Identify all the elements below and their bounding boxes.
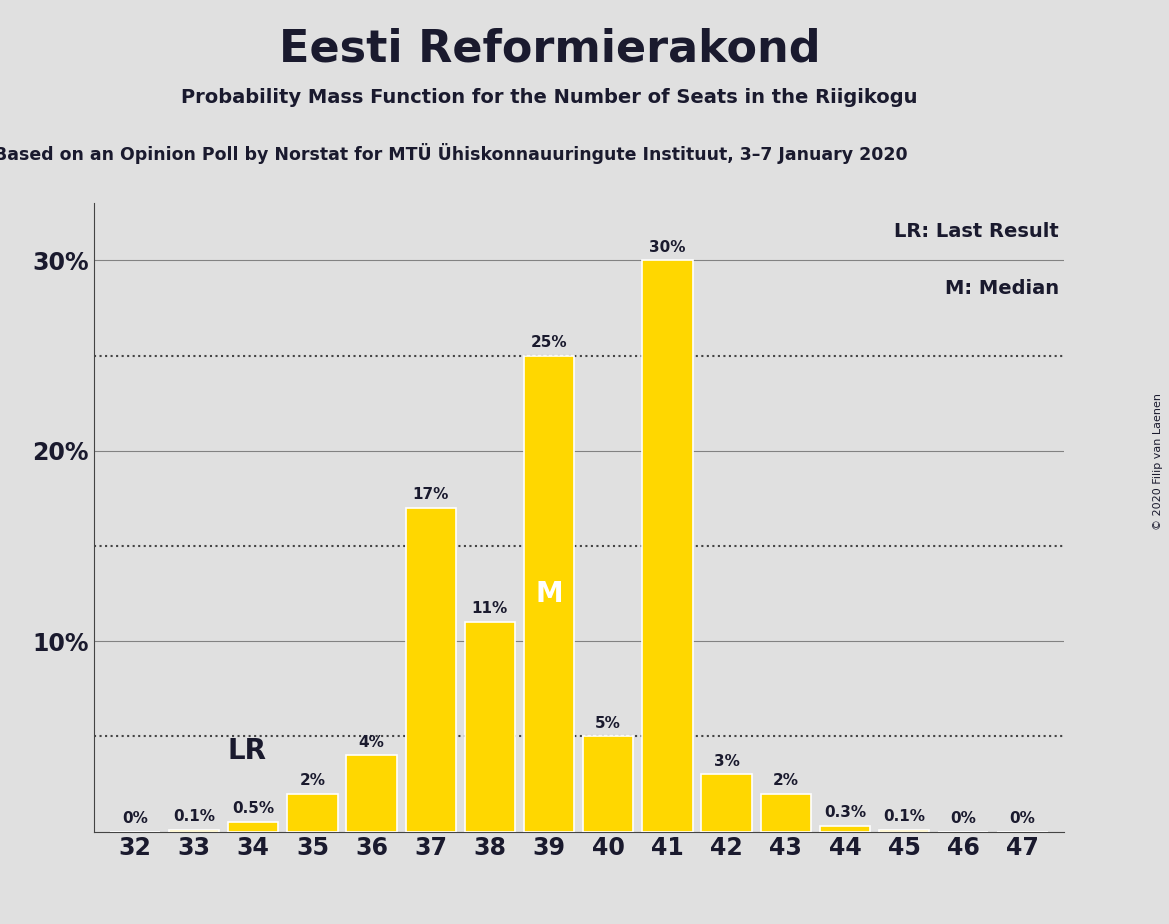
Text: 0.1%: 0.1% [173,809,215,824]
Text: 3%: 3% [713,754,740,769]
Bar [701,774,752,832]
Bar [583,736,634,832]
Text: Probability Mass Function for the Number of Seats in the Riigikogu: Probability Mass Function for the Number… [181,88,918,107]
Text: 2%: 2% [299,772,325,788]
Text: 11%: 11% [472,602,509,616]
Bar [228,822,278,832]
Text: 0.3%: 0.3% [824,805,866,821]
Text: 0%: 0% [950,811,976,826]
Bar [642,261,692,832]
Bar [346,756,396,832]
Text: 30%: 30% [649,239,686,255]
Text: M: M [535,579,563,608]
Text: 4%: 4% [359,735,385,749]
Bar [170,830,220,832]
Text: 0%: 0% [1010,811,1036,826]
Text: 0.1%: 0.1% [883,809,925,824]
Text: 2%: 2% [773,772,798,788]
Text: 5%: 5% [595,716,621,731]
Text: 17%: 17% [413,487,449,503]
Bar [406,508,456,832]
Bar [761,794,811,832]
Bar [524,356,574,832]
Text: Eesti Reformierakond: Eesti Reformierakond [278,28,821,71]
Text: 0%: 0% [122,811,147,826]
Bar [819,826,870,832]
Bar [879,830,929,832]
Bar [465,622,516,832]
Text: © 2020 Filip van Laenen: © 2020 Filip van Laenen [1153,394,1163,530]
Text: M: Median: M: Median [945,279,1059,298]
Text: 25%: 25% [531,334,567,350]
Bar [288,794,338,832]
Text: 0.5%: 0.5% [233,801,275,817]
Text: LR: LR [228,737,267,765]
Text: LR: Last Result: LR: Last Result [894,222,1059,241]
Text: Based on an Opinion Poll by Norstat for MTÜ Ühiskonnauuringute Instituut, 3–7 Ja: Based on an Opinion Poll by Norstat for … [0,143,908,164]
